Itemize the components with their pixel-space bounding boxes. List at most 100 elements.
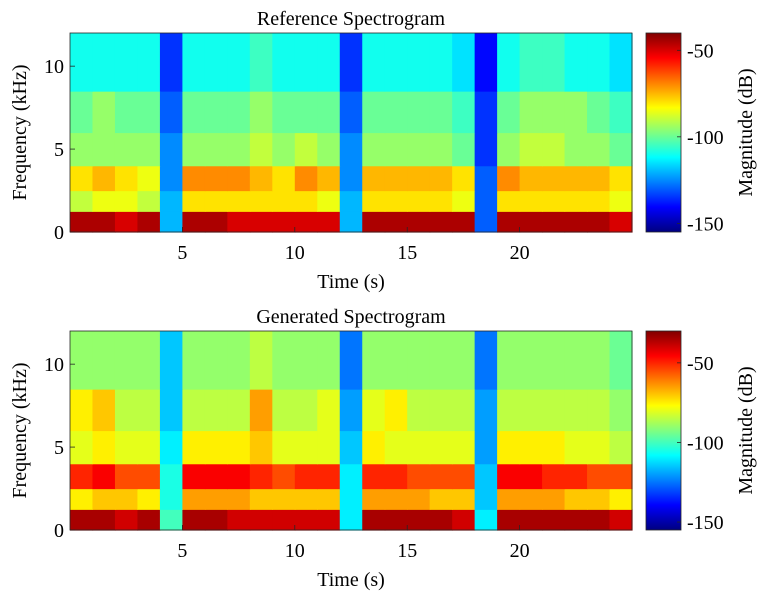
heatmap-cell xyxy=(137,33,161,92)
heatmap-cell xyxy=(519,190,543,212)
heatmap-cell xyxy=(272,211,296,233)
heatmap-cell xyxy=(587,389,611,432)
heatmap-cell xyxy=(384,509,408,531)
heatmap-cell xyxy=(407,488,431,510)
heatmap-cell xyxy=(317,488,341,510)
heatmap-cell xyxy=(339,331,363,390)
heatmap-cell xyxy=(564,463,588,490)
heatmap-cell xyxy=(339,488,363,510)
heatmap-cell xyxy=(317,91,341,134)
heatmap-cell xyxy=(92,331,116,390)
heatmap-cell xyxy=(249,331,273,390)
heatmap-cell xyxy=(474,132,498,167)
heatmap-cell xyxy=(609,190,633,212)
heatmap-cells xyxy=(70,33,633,233)
colorbar xyxy=(645,32,682,233)
heatmap-cell xyxy=(407,190,431,212)
heatmap-cell xyxy=(182,463,206,490)
y-tick-label: 10 xyxy=(44,354,64,376)
heatmap-cell xyxy=(362,331,386,390)
heatmap-cell xyxy=(362,91,386,134)
heatmap-cell xyxy=(204,132,228,167)
heatmap-cell xyxy=(362,33,386,92)
heatmap-cell xyxy=(519,389,543,432)
heatmap-cell xyxy=(204,430,228,465)
heatmap-cell xyxy=(519,211,543,233)
heatmap-cell xyxy=(317,509,341,531)
heatmap-cell xyxy=(429,165,453,192)
x-tick-label: 10 xyxy=(285,540,305,562)
heatmap-cell xyxy=(294,509,318,531)
heatmap-cell xyxy=(294,331,318,390)
heatmap-cell xyxy=(384,488,408,510)
generated-spectrogram-panel: 5 10 15 20 0 5 10 Generated Spectrogram Time (s)… xyxy=(0,298,765,596)
heatmap-cell xyxy=(70,463,94,490)
y-tick-label: 5 xyxy=(54,139,64,161)
heatmap-cell xyxy=(272,488,296,510)
x-tick-label: 15 xyxy=(397,540,417,562)
heatmap-cell xyxy=(182,488,206,510)
heatmap-cell xyxy=(249,463,273,490)
heatmap-cell xyxy=(609,509,633,531)
y-axis-label: Frequency (kHz) xyxy=(9,362,31,498)
colorbar-tick-label: -150 xyxy=(687,213,724,235)
heatmap-cell xyxy=(587,165,611,192)
heatmap-cell xyxy=(204,91,228,134)
heatmap-cell xyxy=(564,430,588,465)
heatmap-cell xyxy=(317,165,341,192)
heatmap-cell xyxy=(92,463,116,490)
heatmap-cell xyxy=(92,430,116,465)
heatmap-cell xyxy=(587,211,611,233)
heatmap-cell xyxy=(137,389,161,432)
heatmap-cell xyxy=(362,165,386,192)
heatmap-cell xyxy=(587,509,611,531)
heatmap-cell xyxy=(339,211,363,233)
heatmap-cell xyxy=(70,488,94,510)
heatmap-cell xyxy=(227,488,251,510)
heatmap-cell xyxy=(272,165,296,192)
plot-area-frame xyxy=(69,32,633,233)
heatmap-cell xyxy=(362,463,386,490)
heatmap-cell xyxy=(182,132,206,167)
heatmap-cell xyxy=(339,165,363,192)
heatmap-cell xyxy=(294,488,318,510)
heatmap-cell xyxy=(609,430,633,465)
heatmap-cell xyxy=(429,132,453,167)
heatmap-cell xyxy=(564,33,588,92)
heatmap-cell xyxy=(70,91,94,134)
heatmap-cell xyxy=(429,331,453,390)
heatmap-cell xyxy=(452,463,476,490)
heatmap-cell xyxy=(587,91,611,134)
heatmap-cell xyxy=(474,488,498,510)
heatmap-cell xyxy=(92,33,116,92)
heatmap-cell xyxy=(609,331,633,390)
heatmap-cell xyxy=(474,331,498,390)
heatmap-cell xyxy=(227,165,251,192)
heatmap-cell xyxy=(249,509,273,531)
heatmap-cell xyxy=(114,190,139,212)
heatmap-cell xyxy=(339,389,363,432)
heatmap-cell xyxy=(519,331,543,390)
heatmap-cell xyxy=(564,132,588,167)
heatmap-cell xyxy=(159,430,183,465)
heatmap-cell xyxy=(204,211,228,233)
heatmap-cell xyxy=(609,132,633,167)
heatmap-cell xyxy=(182,211,206,233)
heatmap-cell xyxy=(114,165,139,192)
heatmap-cell xyxy=(407,165,431,192)
x-axis-label: Time (s) xyxy=(317,271,385,293)
colorbar xyxy=(645,330,682,531)
heatmap-cell xyxy=(362,132,386,167)
heatmap-cell xyxy=(227,509,251,531)
heatmap-cell xyxy=(339,463,363,490)
heatmap-cell xyxy=(429,509,453,531)
colorbar-tick-label: -100 xyxy=(687,127,724,149)
heatmap-cell xyxy=(70,389,94,432)
generated-spectrogram-chart: 5 10 15 20 0 5 10 Generated Spectrogram Time (s)… xyxy=(9,306,757,591)
heatmap-cell xyxy=(227,331,251,390)
heatmap-cell xyxy=(564,509,588,531)
heatmap-cell xyxy=(317,331,341,390)
heatmap-cell xyxy=(429,190,453,212)
reference-spectrogram-panel: 5 10 15 20 0 5 10 Reference Spectrogram Time (s)… xyxy=(9,8,757,293)
heatmap-cell xyxy=(294,132,318,167)
